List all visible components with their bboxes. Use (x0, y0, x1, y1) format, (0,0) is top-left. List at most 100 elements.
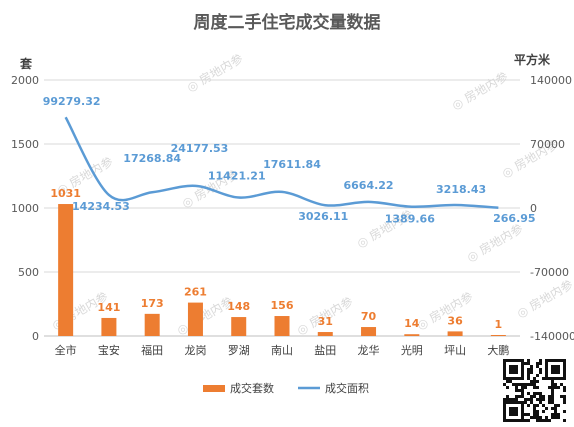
qr-module (527, 413, 530, 416)
qr-module (509, 413, 512, 416)
qr-module (521, 383, 524, 386)
bar-data-label: 31 (318, 315, 333, 328)
qr-module (530, 368, 533, 371)
qr-module (554, 368, 557, 371)
qr-module (512, 371, 515, 374)
qr-module (503, 410, 506, 413)
bar-data-label: 1031 (50, 187, 81, 200)
qr-module (521, 395, 524, 398)
category-label: 坪山 (444, 344, 466, 357)
bar (187, 302, 203, 336)
bar-data-labels: 1031 141 173 261 148 156 31 70 14 36 1 (50, 187, 502, 331)
qr-module (503, 404, 506, 407)
qr-module (539, 401, 542, 404)
qr-module (509, 398, 512, 401)
qr-module (521, 419, 524, 422)
qr-module (548, 395, 551, 398)
qr-module (551, 413, 554, 416)
qr-module (539, 359, 542, 362)
qr-module (509, 368, 512, 371)
qr-module (560, 359, 563, 362)
qr-module (506, 419, 509, 422)
qr-module (521, 416, 524, 419)
qr-module (521, 386, 524, 389)
qr-module (521, 413, 524, 416)
qr-module (554, 371, 557, 374)
qr-module (515, 395, 518, 398)
qr-module (521, 365, 524, 368)
line-data-label: 17611.84 (263, 158, 321, 171)
qr-module (521, 389, 524, 392)
qr-module (563, 368, 566, 371)
qr-module (536, 413, 539, 416)
category-label: 福田 (141, 343, 163, 357)
qr-module (527, 404, 530, 407)
left-tick-label: 2000 (11, 74, 39, 87)
qr-module (530, 416, 533, 419)
qr-module (521, 407, 524, 410)
qr-module (539, 395, 542, 398)
qr-module (515, 398, 518, 401)
qr-module (551, 359, 554, 362)
qr-module (551, 377, 554, 380)
qr-module (542, 410, 545, 413)
watermark-text: ◎ 房地内参 (174, 293, 235, 337)
qr-module (530, 395, 533, 398)
qr-module (533, 416, 536, 419)
qr-module (503, 359, 506, 362)
qr-module (551, 383, 554, 386)
qr-module (521, 404, 524, 407)
qr-module (503, 401, 506, 404)
left-tick-label: 1000 (11, 202, 39, 215)
right-tick-label: 0 (530, 202, 537, 215)
qr-module (563, 410, 566, 413)
qr-module (518, 395, 521, 398)
qr-module (503, 413, 506, 416)
bar-data-label: 36 (447, 314, 463, 327)
qr-module (563, 377, 566, 380)
qr-module (557, 371, 560, 374)
qr-module (506, 386, 509, 389)
qr-module (512, 365, 515, 368)
category-label: 光明 (401, 343, 423, 357)
qr-module (509, 365, 512, 368)
qr-module (542, 398, 545, 401)
qr-module (521, 371, 524, 374)
qr-module (503, 368, 506, 371)
qr-module (512, 359, 515, 362)
qr-module (551, 386, 554, 389)
bar (101, 317, 117, 336)
qr-module (536, 410, 539, 413)
bar-data-label: 1 (495, 318, 503, 331)
qr-module (554, 410, 557, 413)
qr-module (509, 380, 512, 383)
qr-module (551, 380, 554, 383)
right-tick-label: 70000 (530, 138, 565, 151)
qr-module (554, 386, 557, 389)
qr-module (536, 365, 539, 368)
qr-module (503, 416, 506, 419)
right-axis-ticks: -140000 -70000 0 70000 140000 (530, 74, 574, 343)
qr-module (554, 413, 557, 416)
qr-module (503, 377, 506, 380)
qr-module (545, 362, 548, 365)
qr-module (515, 419, 518, 422)
qr-module (503, 362, 506, 365)
left-axis-ticks: 0 500 1000 1500 2000 (11, 74, 39, 343)
legend-line-label: 成交面积 (325, 381, 369, 395)
qr-module (554, 359, 557, 362)
qr-module (512, 377, 515, 380)
qr-module (548, 419, 551, 422)
qr-module (527, 374, 530, 377)
qr-code-image (501, 357, 568, 424)
qr-module (551, 398, 554, 401)
line-data-label: 3218.43 (436, 183, 486, 196)
category-label: 大鹏 (487, 343, 509, 357)
qr-module (551, 392, 554, 395)
line-data-label: 266.95 (493, 212, 535, 225)
qr-module (545, 407, 548, 410)
qr-module (518, 383, 521, 386)
qr-module (527, 419, 530, 422)
qr-module (527, 371, 530, 374)
qr-module (518, 359, 521, 362)
